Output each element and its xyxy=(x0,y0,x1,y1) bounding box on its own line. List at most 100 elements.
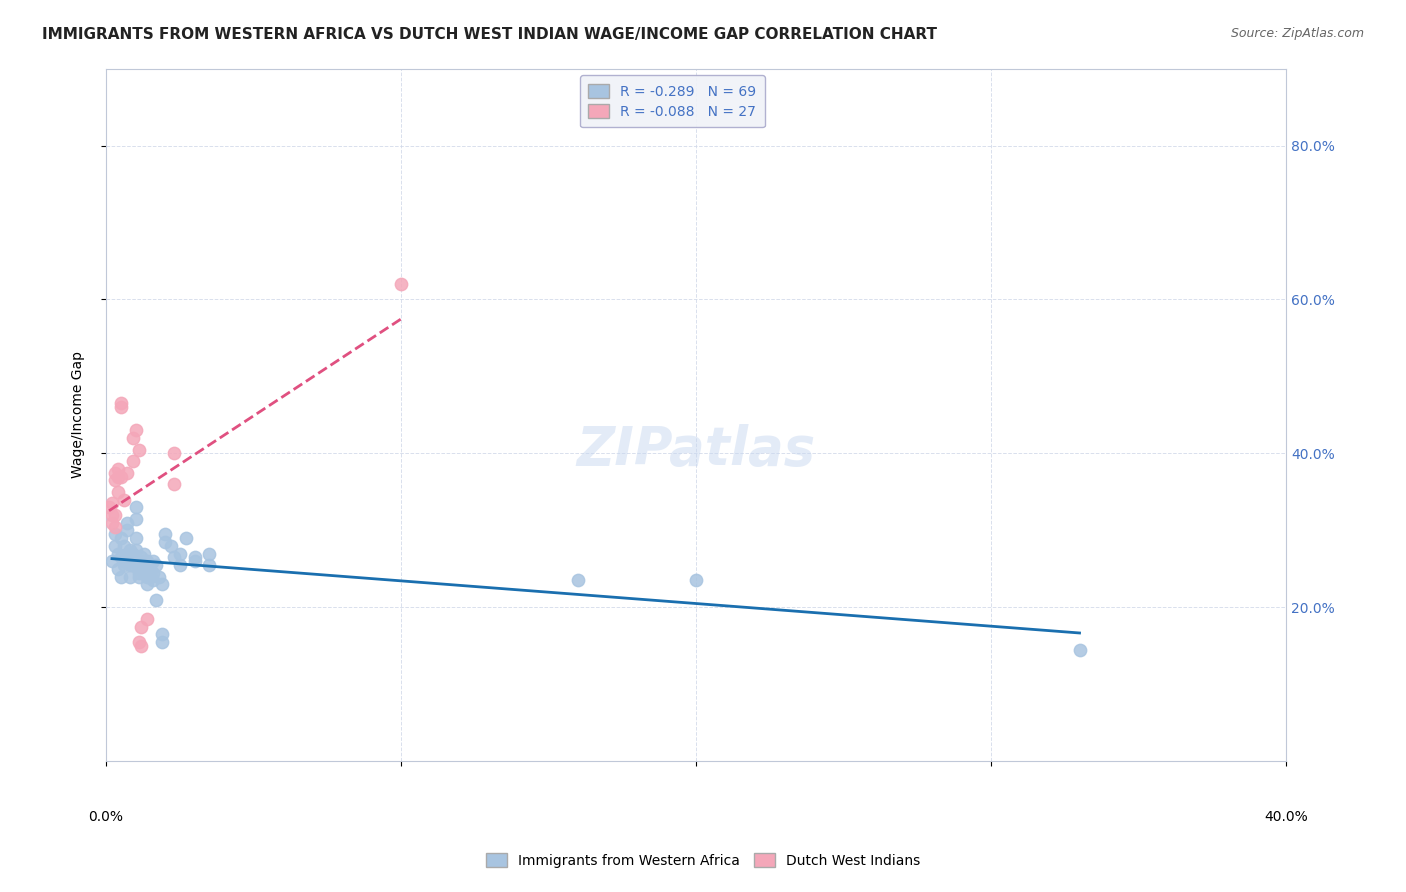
Point xyxy=(115,516,138,530)
Point xyxy=(115,547,138,561)
Point xyxy=(169,547,191,561)
Point xyxy=(104,474,127,488)
Point xyxy=(124,423,146,437)
Point xyxy=(131,562,153,576)
Point xyxy=(131,550,153,565)
Point xyxy=(104,466,127,480)
Point xyxy=(136,569,159,583)
Point xyxy=(112,539,135,553)
Point xyxy=(124,512,146,526)
Point xyxy=(139,562,162,576)
Point xyxy=(101,516,124,530)
Point xyxy=(163,477,186,491)
Point xyxy=(118,554,141,568)
Point xyxy=(131,639,153,653)
Text: 0.0%: 0.0% xyxy=(89,810,124,824)
Point xyxy=(128,558,150,573)
Point xyxy=(128,566,150,580)
Point xyxy=(139,558,162,573)
Point xyxy=(104,527,127,541)
Point xyxy=(128,554,150,568)
Point xyxy=(128,562,150,576)
Point xyxy=(101,554,124,568)
Point xyxy=(163,446,186,460)
Point xyxy=(121,431,143,445)
Point xyxy=(136,554,159,568)
Point xyxy=(107,562,129,576)
Point xyxy=(567,574,589,588)
Point xyxy=(150,627,173,641)
Point xyxy=(153,535,176,549)
Point xyxy=(110,550,132,565)
Point xyxy=(128,569,150,583)
Point xyxy=(107,469,129,483)
Point xyxy=(110,396,132,410)
Point xyxy=(128,442,150,457)
Point xyxy=(134,547,156,561)
Legend: Immigrants from Western Africa, Dutch West Indians: Immigrants from Western Africa, Dutch We… xyxy=(478,845,928,876)
Point xyxy=(112,554,135,568)
Point xyxy=(128,635,150,649)
Point xyxy=(121,547,143,561)
Point xyxy=(121,550,143,565)
Point xyxy=(110,569,132,583)
Legend: R = -0.289   N = 69, R = -0.088   N = 27: R = -0.289 N = 69, R = -0.088 N = 27 xyxy=(581,76,765,128)
Text: 40.0%: 40.0% xyxy=(1264,810,1308,824)
Point xyxy=(169,558,191,573)
Point xyxy=(115,466,138,480)
Point xyxy=(160,539,183,553)
Point xyxy=(142,566,165,580)
Point xyxy=(139,569,162,583)
Point xyxy=(150,577,173,591)
Point xyxy=(150,635,173,649)
Point xyxy=(118,558,141,573)
Point xyxy=(174,531,197,545)
Text: Source: ZipAtlas.com: Source: ZipAtlas.com xyxy=(1230,27,1364,40)
Point xyxy=(389,277,412,291)
Point xyxy=(124,500,146,515)
Point xyxy=(131,558,153,573)
Point xyxy=(183,550,205,565)
Point xyxy=(124,554,146,568)
Point xyxy=(153,527,176,541)
Point xyxy=(112,492,135,507)
Point xyxy=(101,508,124,522)
Point xyxy=(145,592,167,607)
Point xyxy=(163,550,186,565)
Point xyxy=(107,485,129,500)
Point xyxy=(148,569,170,583)
Point xyxy=(183,554,205,568)
Point xyxy=(107,462,129,476)
Point xyxy=(131,620,153,634)
Point xyxy=(118,542,141,557)
Point xyxy=(142,554,165,568)
Point xyxy=(124,531,146,545)
Point xyxy=(110,469,132,483)
Text: ZIPatlas: ZIPatlas xyxy=(576,424,815,475)
Point xyxy=(121,454,143,468)
Point xyxy=(198,547,221,561)
Point xyxy=(104,519,127,533)
Point xyxy=(101,496,124,510)
Point xyxy=(115,524,138,538)
Point xyxy=(134,558,156,573)
Point xyxy=(104,508,127,522)
Point xyxy=(104,539,127,553)
Point xyxy=(110,531,132,545)
Point xyxy=(121,558,143,573)
Point xyxy=(685,574,707,588)
Point xyxy=(198,558,221,573)
Point xyxy=(98,500,121,515)
Point xyxy=(139,566,162,580)
Point xyxy=(145,558,167,573)
Point xyxy=(124,542,146,557)
Point xyxy=(112,558,135,573)
Point xyxy=(134,566,156,580)
Text: IMMIGRANTS FROM WESTERN AFRICA VS DUTCH WEST INDIAN WAGE/INCOME GAP CORRELATION : IMMIGRANTS FROM WESTERN AFRICA VS DUTCH … xyxy=(42,27,938,42)
Point xyxy=(136,577,159,591)
Point xyxy=(115,550,138,565)
Point xyxy=(107,547,129,561)
Y-axis label: Wage/Income Gap: Wage/Income Gap xyxy=(72,351,86,478)
Point xyxy=(118,569,141,583)
Point xyxy=(142,574,165,588)
